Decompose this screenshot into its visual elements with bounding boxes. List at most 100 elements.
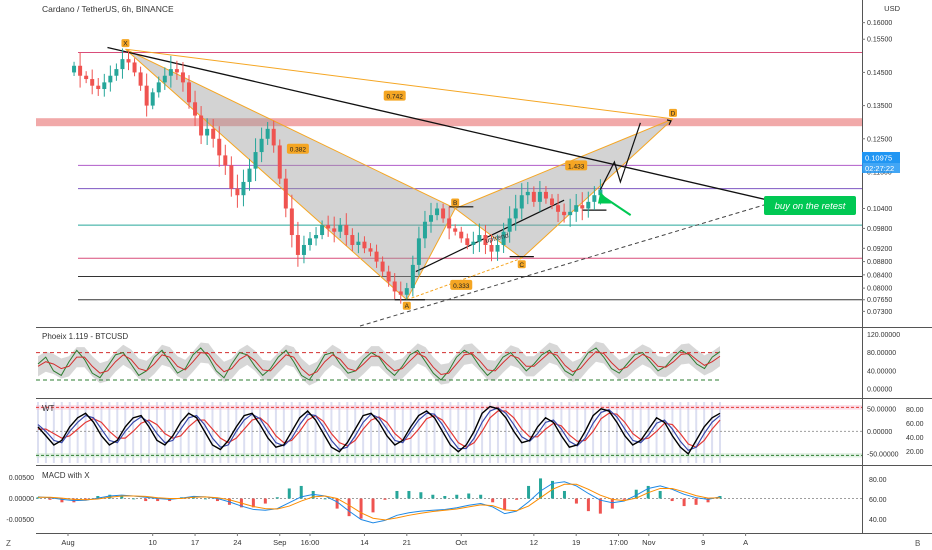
candle-body — [102, 82, 107, 90]
price-tick-label: 0.16000 — [867, 20, 892, 27]
countdown-label: 02:27:22 — [865, 164, 894, 173]
price-panel[interactable] — [36, 0, 862, 327]
candle-body — [235, 188, 240, 196]
macd-panel[interactable] — [36, 466, 862, 533]
macd-histogram-bar — [347, 498, 351, 517]
price-tick-label: 0.13500 — [867, 103, 892, 110]
time-tick-label: A — [743, 538, 748, 547]
price-tick-label: 0.07300 — [867, 309, 892, 316]
price-tick-label: 0.08800 — [867, 259, 892, 266]
candle-body — [471, 241, 476, 245]
candle-body — [435, 208, 440, 216]
candle-body — [253, 152, 258, 169]
candle-body — [277, 145, 282, 179]
last-price-badge — [862, 152, 900, 163]
macd-histogram-bar — [371, 498, 375, 513]
candle-body — [217, 138, 222, 156]
uptrend-line — [415, 199, 565, 273]
price-tick-label: 0.07650 — [867, 297, 892, 304]
candle-body — [120, 59, 125, 70]
phoenix-layer — [36, 341, 721, 386]
candle-body — [483, 235, 488, 245]
candle-body — [193, 102, 198, 116]
macd-histogram-bar — [419, 492, 423, 499]
bottom-left-glyph[interactable]: Z — [6, 539, 11, 548]
candle-body — [289, 208, 294, 236]
candle-body — [574, 205, 579, 212]
candle-body — [465, 238, 470, 245]
macd-histogram-bar — [431, 494, 435, 499]
candle-body — [283, 178, 288, 209]
candle-body — [199, 115, 204, 136]
time-tick-label: 17:00 — [609, 538, 628, 547]
candle-body — [138, 72, 143, 86]
pattern-point-label-3: C — [519, 262, 524, 269]
candle-body — [368, 248, 373, 252]
phoenix-tick-label: 40.00000 — [867, 368, 896, 375]
bottom-right-glyph[interactable]: B — [915, 539, 920, 548]
candle-body — [162, 75, 167, 83]
ratio-badge-3 — [450, 279, 473, 290]
phoenix-series-0 — [37, 347, 721, 381]
macd-histogram-bar — [610, 498, 614, 509]
candle-body — [398, 291, 403, 295]
candle-body — [350, 235, 355, 245]
candle-body — [550, 198, 554, 206]
macd-histogram-bar — [108, 494, 112, 499]
candle-body — [332, 228, 337, 232]
candle-body — [453, 228, 458, 232]
candle-body — [96, 85, 101, 90]
candle-body — [356, 241, 361, 245]
candle-body — [114, 69, 119, 76]
macd-histogram-bar — [515, 498, 519, 500]
macd-histogram-bar — [36, 497, 40, 499]
macd-histogram-bar — [491, 498, 495, 503]
macd-histogram-bar — [215, 498, 219, 502]
price-tick-label: 0.09200 — [867, 246, 892, 253]
wavetrend-layer — [36, 402, 862, 463]
macd-histogram-bar — [467, 493, 471, 499]
last-price-label: 0.10975 — [865, 154, 892, 163]
buy-retest-text: buy on the retest — [775, 201, 846, 212]
time-tick-label: 17 — [191, 538, 199, 547]
candle-body — [392, 281, 397, 292]
currency-label: USD — [884, 4, 900, 13]
macd-histogram-bar — [574, 498, 578, 504]
candle-body — [422, 221, 427, 239]
wt-right-tick-label: 20.00 — [906, 449, 924, 456]
pattern-point-badge-2 — [451, 198, 460, 207]
candle-body — [259, 138, 264, 153]
countdown-badge — [862, 163, 900, 173]
candle-body — [501, 231, 506, 245]
pattern-point-badge-0 — [121, 39, 130, 48]
wt-right-tick-label: 40.00 — [906, 435, 924, 442]
macd-histogram-bar — [96, 496, 100, 499]
wt-right-tick-label: 80.00 — [906, 407, 924, 414]
buy-retest-callout — [764, 196, 856, 215]
support-dashed-line — [359, 199, 781, 327]
candle-body — [314, 235, 319, 239]
panel-separators — [36, 0, 932, 534]
candle-body — [150, 92, 155, 106]
candle-body — [410, 264, 415, 289]
candle-body — [344, 225, 349, 236]
candle-body — [295, 235, 300, 255]
candle-body — [489, 244, 494, 252]
phoenix-tick-label: 120.00000 — [867, 332, 900, 339]
retest-arrowhead — [597, 191, 612, 204]
candle-body — [308, 238, 312, 245]
candle-body — [229, 165, 234, 189]
macd-histogram-bar — [634, 489, 638, 499]
candle-body — [132, 62, 137, 73]
candle-body — [525, 191, 530, 196]
wt-right-tick-label: 60.00 — [906, 421, 924, 428]
candle-body — [187, 82, 191, 103]
macd-histogram-bar — [60, 498, 64, 503]
macd-histogram-bar — [443, 496, 447, 499]
pattern-point-label-4: D — [671, 110, 676, 117]
retest-arrow — [602, 196, 632, 216]
macd-histogram-bar — [395, 490, 399, 499]
ratio-badge-0 — [383, 90, 406, 101]
wt-tick-label: 0.00000 — [867, 429, 892, 436]
